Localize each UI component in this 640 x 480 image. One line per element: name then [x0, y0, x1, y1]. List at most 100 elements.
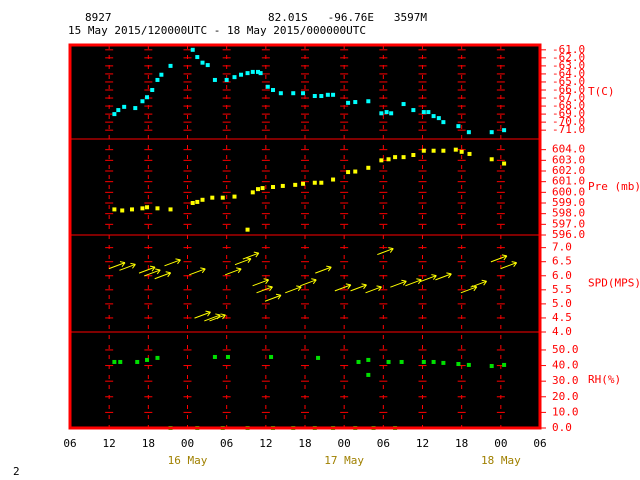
data-point — [200, 197, 205, 202]
y-tick-label: 600.0 — [552, 185, 585, 198]
data-point — [112, 207, 117, 212]
y-tick-label: 596.0 — [552, 228, 585, 241]
time-period: 15 May 2015/120000UTC - 18 May 2015/0000… — [68, 24, 366, 37]
page-number: 2 — [13, 465, 20, 478]
panel-label: Pre (mb) — [588, 180, 640, 193]
data-point — [366, 99, 371, 104]
data-point — [379, 158, 384, 163]
station-location: 82.01S -96.76E 3597M — [268, 11, 427, 24]
date-label: 17 May — [324, 454, 364, 467]
x-tick-label: 00 — [181, 437, 194, 450]
y-tick-label: 598.0 — [552, 207, 585, 220]
wind-arrow — [377, 247, 394, 256]
data-point — [155, 206, 160, 211]
data-point — [145, 95, 150, 100]
data-point — [118, 359, 123, 364]
data-point — [431, 148, 436, 153]
data-point — [293, 182, 298, 187]
data-point — [130, 207, 135, 212]
wind-arrow — [154, 271, 172, 280]
date-label: 18 May — [481, 454, 521, 467]
wind-arrow — [435, 272, 452, 281]
data-point — [316, 355, 321, 360]
x-tick-label: 18 — [142, 437, 155, 450]
wind-arrow — [138, 265, 156, 274]
wind-arrow — [470, 279, 488, 288]
data-point — [250, 190, 255, 195]
x-tick-label: 06 — [220, 437, 233, 450]
x-tick-label: 12 — [416, 437, 429, 450]
y-tick-label: 50.0 — [552, 343, 579, 356]
x-tick-label: 06 — [533, 437, 546, 450]
wind-arrow — [209, 313, 226, 322]
data-point — [366, 372, 371, 377]
panel-label: SPD(MPS) — [588, 277, 640, 290]
wind-arrow — [108, 261, 126, 270]
data-point — [301, 91, 306, 96]
data-point — [256, 69, 260, 74]
data-point — [356, 359, 361, 364]
y-tick-label: 30.0 — [552, 374, 579, 387]
y-tick-label: -67.0 — [552, 91, 585, 104]
wind-arrow — [390, 279, 407, 288]
y-tick-label: 603.0 — [552, 153, 585, 166]
y-tick-label: 10.0 — [552, 405, 579, 418]
x-tick-label: 18 — [298, 437, 311, 450]
data-point — [256, 187, 260, 192]
data-point — [140, 99, 145, 104]
data-point — [269, 354, 274, 359]
data-point — [265, 84, 270, 89]
data-point — [140, 206, 145, 211]
data-point — [312, 94, 317, 99]
frame — [68, 43, 542, 430]
data-point — [155, 355, 160, 360]
station-id: 8927 — [85, 11, 112, 24]
data-point — [441, 120, 446, 125]
data-point — [384, 110, 389, 115]
data-point — [379, 111, 384, 116]
data-point — [421, 148, 426, 153]
y-tick-label: 7.0 — [552, 241, 572, 254]
data-point — [291, 91, 296, 96]
y-tick-label: -68.0 — [552, 99, 585, 112]
wind-arrow — [225, 267, 242, 276]
data-point — [459, 149, 464, 154]
data-point — [239, 72, 244, 77]
data-point — [366, 357, 371, 362]
wind-arrow — [300, 278, 317, 287]
data-point — [436, 116, 441, 121]
wind-arrow — [285, 285, 302, 294]
wind-arrow — [334, 283, 352, 292]
data-point — [212, 77, 217, 82]
data-point — [325, 92, 330, 97]
data-point — [456, 362, 461, 366]
y-tick-label: 5.0 — [552, 297, 572, 310]
data-point — [145, 357, 150, 362]
data-point — [431, 114, 436, 119]
data-point — [353, 100, 358, 105]
data-point — [346, 170, 351, 175]
data-point — [301, 181, 306, 186]
data-point — [168, 63, 173, 68]
data-point — [386, 157, 391, 162]
data-point — [489, 157, 494, 162]
wind-arrow — [350, 283, 367, 292]
data-point — [135, 359, 140, 364]
data-point — [389, 111, 394, 116]
x-tick-label: 06 — [377, 437, 390, 450]
panel-label: T(C) — [588, 85, 615, 98]
data-point — [205, 63, 210, 68]
data-point — [489, 130, 494, 135]
y-tick-label: 601.0 — [552, 175, 585, 188]
data-point — [502, 128, 507, 133]
data-point — [331, 92, 336, 97]
data-point — [319, 180, 324, 185]
y-tick-label: 4.0 — [552, 325, 572, 338]
data-point — [467, 151, 472, 156]
data-point — [120, 208, 125, 213]
wind-arrow — [490, 254, 508, 263]
data-point — [399, 359, 404, 364]
data-point — [502, 362, 507, 367]
x-tick-label: 00 — [494, 437, 507, 450]
y-tick-label: -70.0 — [552, 115, 585, 128]
